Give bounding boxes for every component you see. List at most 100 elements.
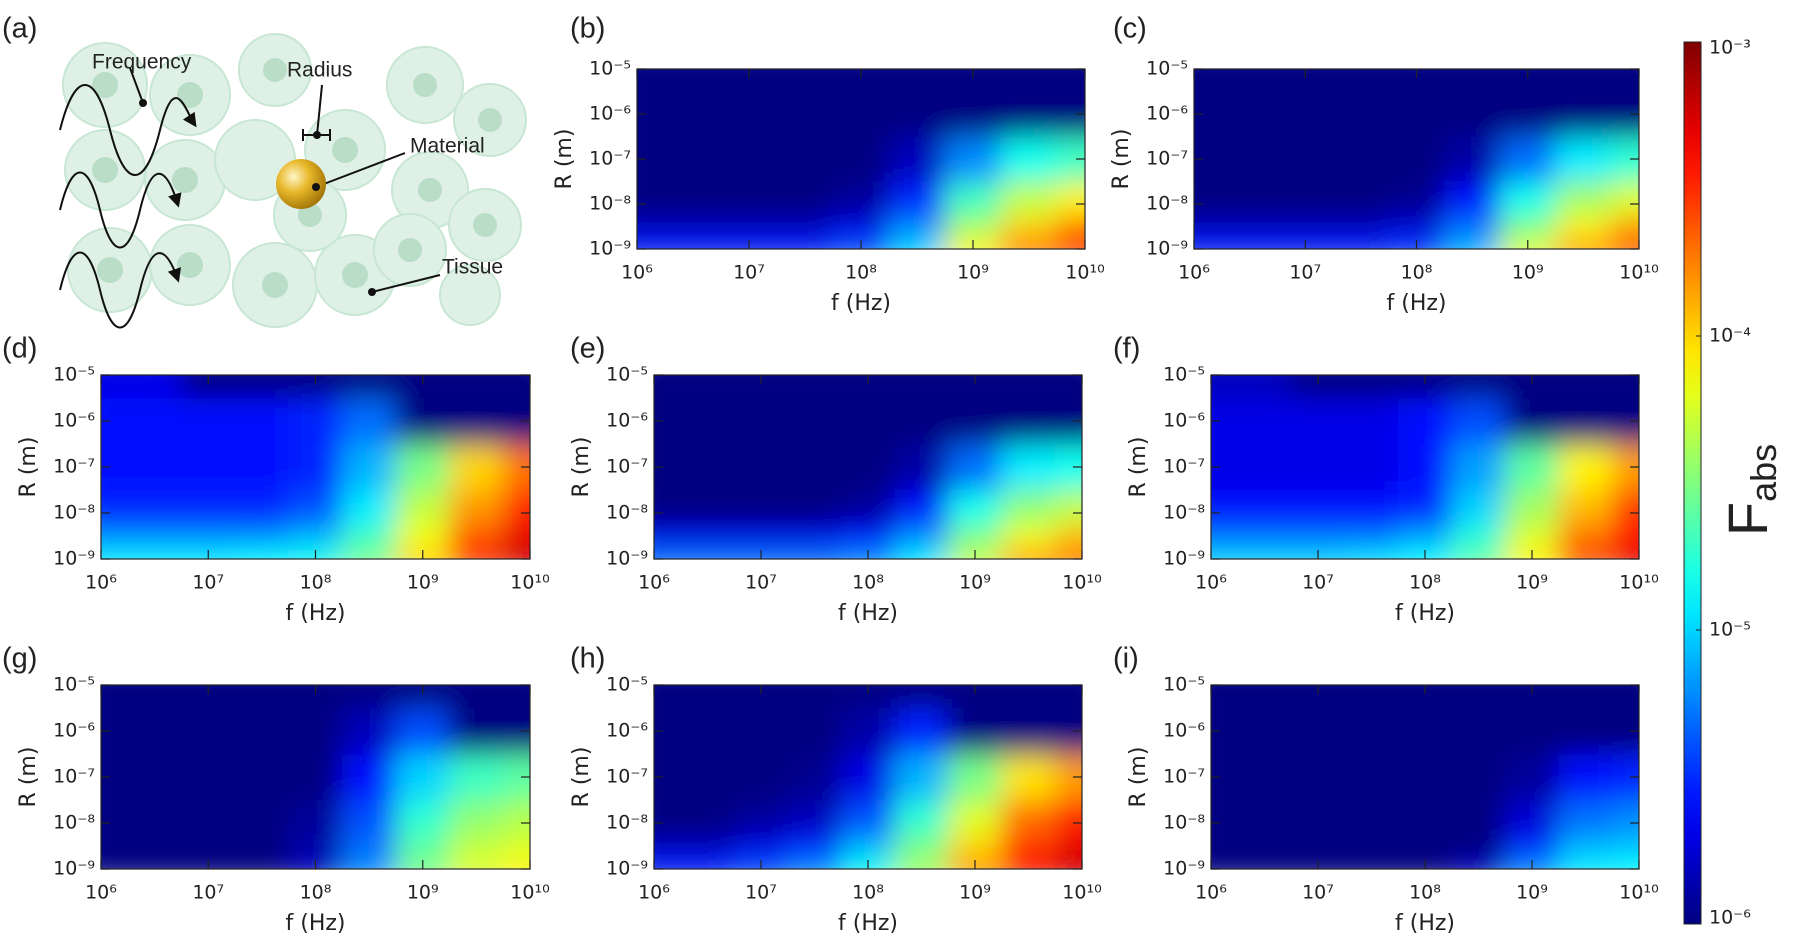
heatmap-panel: 10⁶ 10⁷ 10⁸ 10⁹ 10¹⁰ 10⁻⁹ 10⁻⁸ 10⁻⁷ 10⁻⁶ 10⁻⁵ f (H…: [2, 643, 550, 936]
heat-cell: [1504, 799, 1560, 836]
heat-cell: [840, 524, 896, 549]
heat-cell: [944, 69, 1002, 92]
heat-cell: [1001, 707, 1056, 755]
heat-cell: [1054, 799, 1082, 836]
heat-cell: [787, 375, 842, 399]
heat-cell: [1237, 489, 1292, 526]
x-tick-label: 10⁸: [1401, 262, 1433, 284]
heat-cell: [1001, 685, 1056, 709]
heat-cell: [1194, 181, 1223, 216]
y-tick-label: 10⁻⁸: [53, 502, 95, 524]
heat-cell: [180, 834, 236, 859]
heat-cell: [1610, 214, 1639, 239]
heat-cell: [720, 136, 778, 182]
heat-cell: [1499, 181, 1557, 216]
diagram-label: Radius: [287, 59, 352, 82]
heat-cell: [288, 489, 343, 526]
heat-cell: [1558, 799, 1613, 836]
heat-cell: [1611, 547, 1639, 559]
heat-cell: [947, 524, 1003, 549]
heat-cell: [894, 799, 949, 836]
colorbar-tick-label: 10⁻⁴: [1709, 325, 1751, 347]
heat-cell: [1451, 834, 1506, 859]
x-tick-label: 10⁷: [745, 572, 777, 594]
heat-cell: [234, 707, 290, 755]
heat-cell: [1276, 181, 1334, 216]
heat-cell: [180, 397, 236, 445]
heat-cell: [888, 136, 946, 182]
heatmap-panel: 10⁶ 10⁷ 10⁸ 10⁹ 10¹⁰ 10⁻⁹ 10⁻⁸ 10⁻⁷ 10⁻⁶ 10⁻⁵ f (H…: [1113, 643, 1659, 936]
heat-cell: [127, 707, 182, 755]
y-tick-label: 10⁻⁸: [606, 812, 648, 834]
heat-cell: [1451, 857, 1506, 869]
heat-cell: [1000, 214, 1058, 239]
x-tick-label: 10⁸: [845, 262, 877, 284]
heat-cell: [1054, 524, 1082, 549]
heat-cell: [1451, 524, 1506, 549]
heat-cell: [127, 397, 182, 445]
heat-cell: [395, 799, 451, 836]
heat-cell: [127, 753, 182, 801]
plot-area: [654, 685, 1082, 869]
heat-cell: [787, 547, 842, 559]
heat-cell: [1194, 237, 1223, 249]
heat-cell: [1344, 753, 1399, 801]
heat-cell: [1451, 753, 1506, 801]
heat-cell: [1443, 136, 1501, 182]
cells: [654, 685, 1082, 869]
heat-cell: [1504, 397, 1560, 445]
heat-cell: [180, 375, 236, 399]
heat-cell: [1499, 214, 1557, 239]
heat-cell: [127, 443, 182, 491]
heat-cell: [1211, 834, 1239, 859]
heat-cell: [787, 799, 842, 836]
x-tick-label: 10⁸: [852, 572, 884, 594]
y-tick-label: 10⁻⁷: [53, 456, 95, 478]
heat-cell: [840, 685, 896, 709]
y-tick-label: 10⁻⁷: [589, 148, 631, 170]
heat-cell: [1504, 685, 1560, 709]
heat-cell: [664, 91, 722, 137]
heat-cell: [840, 799, 896, 836]
y-tick-label: 10⁻⁸: [1163, 812, 1205, 834]
heat-cell: [1558, 397, 1613, 445]
heat-cell: [1290, 799, 1346, 836]
heat-cell: [288, 443, 343, 491]
heat-cell: [1558, 685, 1613, 709]
heat-cell: [1221, 214, 1278, 239]
cells: [101, 685, 530, 869]
heat-cell: [127, 857, 182, 869]
heat-cell: [1276, 214, 1334, 239]
heat-cell: [101, 489, 129, 526]
heat-cell: [395, 753, 451, 801]
heat-cell: [1211, 489, 1239, 526]
heat-cell: [502, 547, 530, 559]
heat-cell: [680, 489, 735, 526]
y-axis-label: R (m): [569, 747, 594, 808]
heat-cell: [101, 547, 129, 559]
heat-cell: [1290, 397, 1346, 445]
heat-cell: [1332, 91, 1390, 137]
colorbar-label: Fabs: [1716, 444, 1784, 536]
heat-cell: [288, 524, 343, 549]
heat-cell: [1555, 69, 1612, 92]
y-tick-label: 10⁻⁵: [606, 674, 648, 696]
heat-cell: [733, 375, 789, 399]
heat-cell: [733, 753, 789, 801]
heat-cell: [680, 397, 735, 445]
y-tick-label: 10⁻⁹: [1163, 858, 1205, 880]
heat-cell: [1388, 91, 1445, 137]
heat-cell: [1001, 375, 1056, 399]
heat-cell: [502, 375, 530, 399]
heat-cell: [288, 799, 343, 836]
heat-cell: [1558, 375, 1613, 399]
heat-cell: [637, 181, 666, 216]
cells: [637, 69, 1085, 249]
heat-cell: [1397, 799, 1453, 836]
heat-cell: [1388, 136, 1445, 182]
heat-cell: [944, 91, 1002, 137]
heat-cell: [1611, 799, 1639, 836]
heat-cell: [947, 443, 1003, 491]
heat-cell: [1221, 181, 1278, 216]
